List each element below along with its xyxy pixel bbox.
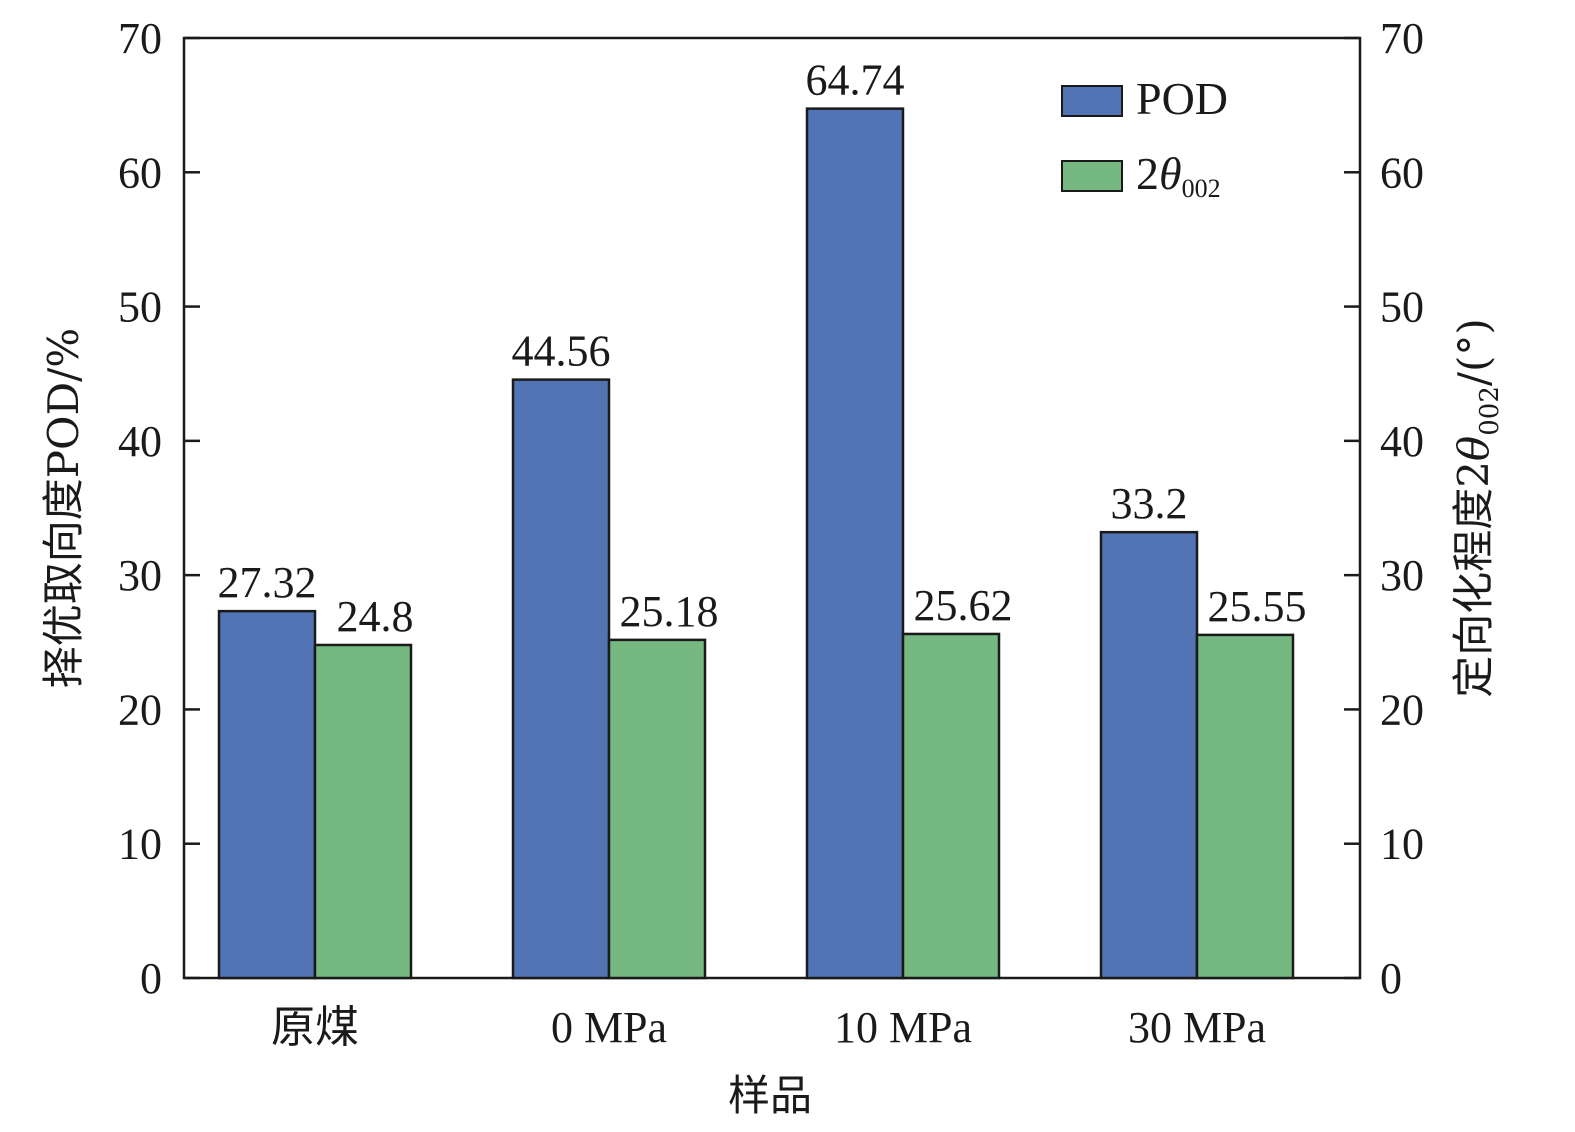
bar bbox=[511, 378, 611, 980]
bar bbox=[217, 609, 317, 980]
x-tick-label: 10 MPa bbox=[834, 1003, 972, 1052]
bar bbox=[805, 107, 905, 980]
bar bbox=[313, 643, 413, 980]
y-axis-title-right: 定向化程度2θ002/(°) bbox=[1449, 318, 1505, 698]
legend: POD 2θ002 bbox=[1061, 73, 1228, 203]
legend-label-2theta-subscript: 002 bbox=[1182, 174, 1221, 203]
y-tick-label-right: 30 bbox=[1380, 551, 1424, 600]
y-tick-label-left: 10 bbox=[118, 820, 162, 869]
bar bbox=[607, 638, 707, 980]
y-tick-label-left: 50 bbox=[118, 283, 162, 332]
plot-frame bbox=[182, 36, 1362, 980]
y-tick-label-left: 70 bbox=[118, 14, 162, 63]
y-tick-label-right: 0 bbox=[1380, 954, 1402, 1003]
x-tick-label: 原煤 bbox=[271, 1003, 359, 1052]
legend-label-2theta: 2θ002 bbox=[1136, 148, 1221, 203]
x-axis-title: 样品 bbox=[728, 1071, 812, 1120]
y-axis-title-right-theta: θ bbox=[1449, 436, 1498, 461]
legend-label-pod: POD bbox=[1136, 73, 1228, 124]
data-label: 24.8 bbox=[337, 592, 414, 641]
legend-label-2theta-theta: θ bbox=[1159, 148, 1182, 199]
y-tick-label-right: 20 bbox=[1380, 685, 1424, 734]
x-tick-label: 0 MPa bbox=[551, 1003, 667, 1052]
y-axis-title-right-suffix: /(°) bbox=[1449, 318, 1498, 386]
y-tick-label-right: 40 bbox=[1380, 417, 1424, 466]
x-tick-label: 30 MPa bbox=[1128, 1003, 1266, 1052]
y-tick-label-left: 0 bbox=[140, 954, 162, 1003]
data-label: 33.2 bbox=[1111, 479, 1188, 528]
data-label: 44.56 bbox=[512, 327, 611, 376]
y-tick-label-left: 20 bbox=[118, 685, 162, 734]
data-label: 25.18 bbox=[620, 587, 719, 636]
y-tick-label-right: 50 bbox=[1380, 283, 1424, 332]
y-tick-label-right: 70 bbox=[1380, 14, 1424, 63]
data-label: 25.55 bbox=[1208, 582, 1307, 631]
bar bbox=[1195, 633, 1295, 980]
data-label: 64.74 bbox=[806, 56, 905, 105]
y-tick-label-left: 30 bbox=[118, 551, 162, 600]
data-label: 27.32 bbox=[218, 558, 317, 607]
y-axis-title-right-subscript: 002 bbox=[1475, 386, 1505, 436]
y-tick-label-left: 60 bbox=[118, 148, 162, 197]
y-tick-label-right: 10 bbox=[1380, 820, 1424, 869]
legend-swatch-2theta bbox=[1061, 160, 1123, 192]
y-axis-title-left: 择优取向度POD/% bbox=[39, 328, 88, 688]
y-tick-label-right: 60 bbox=[1380, 148, 1424, 197]
bar bbox=[901, 632, 1001, 980]
y-axis-title-right-prefix: 定向化程度2 bbox=[1449, 461, 1498, 698]
legend-label-2theta-main: 2 bbox=[1136, 148, 1159, 199]
legend-swatch-pod bbox=[1061, 85, 1123, 117]
y-tick-label-left: 40 bbox=[118, 417, 162, 466]
data-label: 25.62 bbox=[914, 581, 1013, 630]
bar bbox=[1099, 530, 1199, 980]
